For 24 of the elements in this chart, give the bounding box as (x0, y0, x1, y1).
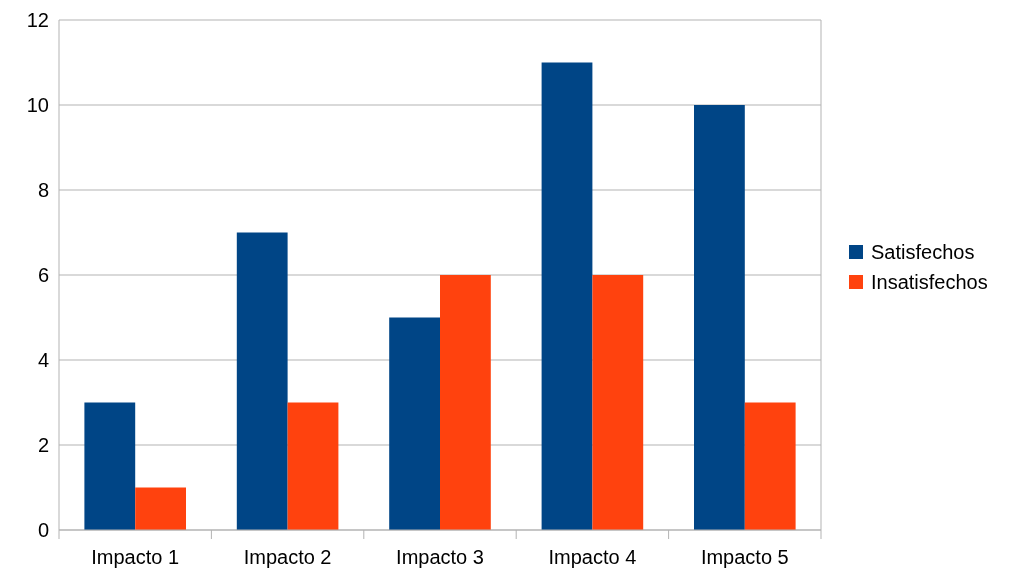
x-tick-label: Impacto 4 (548, 546, 637, 568)
x-tick-label: Impacto 2 (243, 546, 332, 568)
y-tick-label: 0 (37, 519, 49, 541)
x-tick-label: Impacto 5 (700, 546, 789, 568)
legend-label: Satisfechos (871, 241, 975, 263)
y-tick-label: 10 (26, 94, 49, 116)
bar (287, 402, 339, 530)
bar (541, 62, 593, 530)
bar (236, 232, 288, 530)
x-tick-label: Impacto 1 (91, 546, 180, 568)
x-tick-label: Impacto 3 (396, 546, 484, 568)
y-tick-label: 12 (26, 9, 49, 31)
y-tick-label: 8 (37, 179, 49, 201)
bar (694, 105, 745, 530)
bar (389, 317, 440, 530)
bar (440, 275, 491, 530)
bar (592, 275, 644, 530)
bar (84, 402, 136, 530)
y-tick-label: 4 (37, 349, 49, 371)
y-tick-label: 6 (37, 264, 49, 286)
bar (744, 402, 796, 530)
y-tick-label: 2 (37, 434, 49, 456)
legend-label: Insatisfechos (871, 271, 988, 293)
bar (135, 487, 186, 530)
